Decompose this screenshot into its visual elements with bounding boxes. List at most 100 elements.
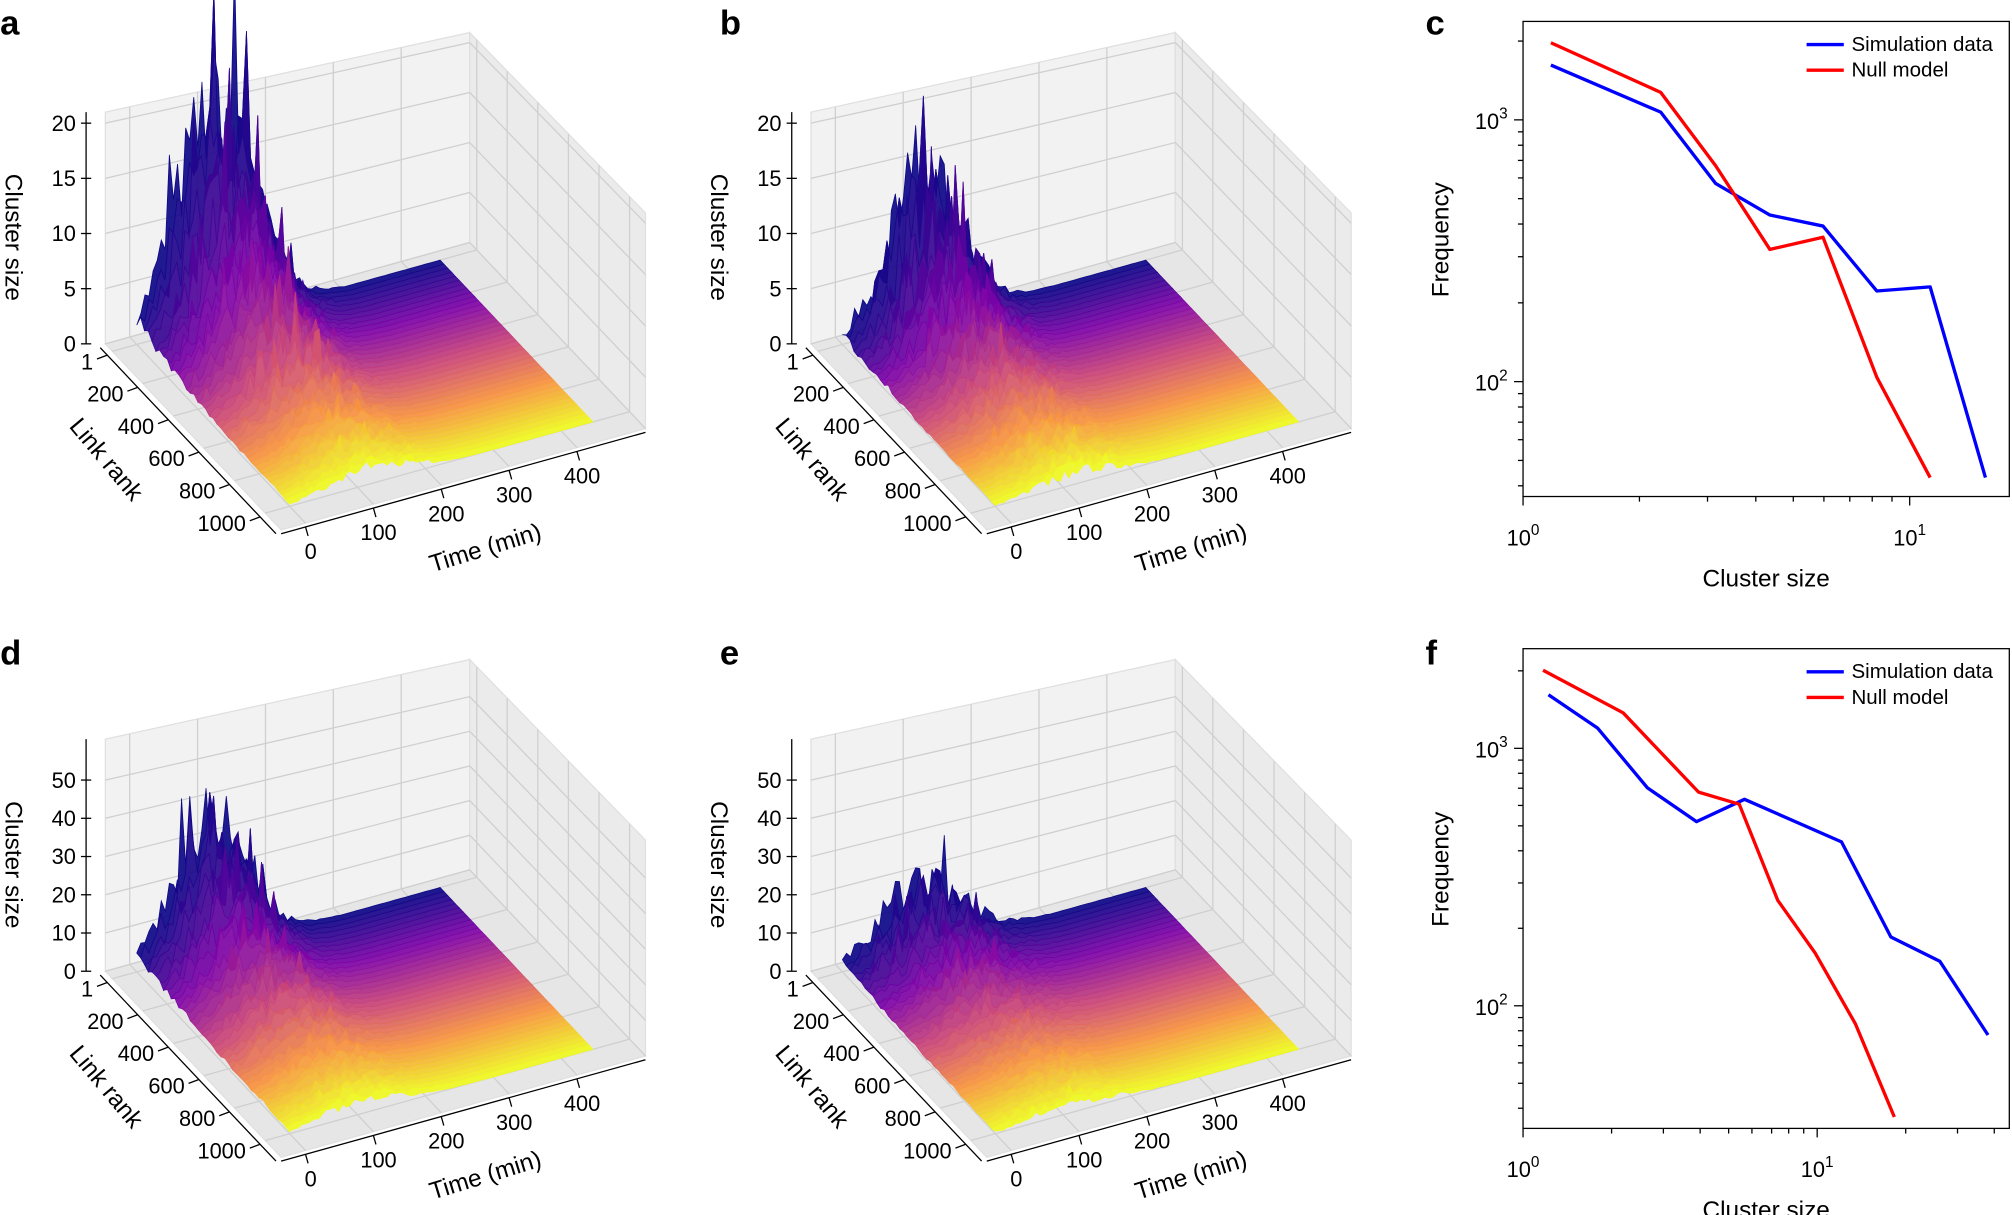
z-tick-label: 50 bbox=[757, 768, 781, 793]
surface-band bbox=[990, 1044, 1300, 1132]
time-tick-label: 300 bbox=[1202, 482, 1238, 507]
y-tick-label: 103 bbox=[1475, 734, 1508, 762]
gridline bbox=[810, 91, 1352, 276]
z-tick-label: 5 bbox=[64, 276, 76, 301]
time-axis-line bbox=[280, 1059, 646, 1162]
surface-band bbox=[285, 1044, 594, 1133]
panel-label-e: e bbox=[720, 635, 739, 673]
z-tick-label: 40 bbox=[52, 806, 76, 831]
z-tick-label: 30 bbox=[757, 844, 781, 869]
rank-tick-label: 1000 bbox=[903, 511, 952, 536]
rank-tick bbox=[157, 1046, 169, 1052]
rank-tick-label: 200 bbox=[87, 381, 123, 406]
rank-tick-label: 600 bbox=[854, 446, 890, 471]
panel-label-a: a bbox=[0, 5, 20, 43]
z-axis-title: Cluster size bbox=[705, 174, 732, 301]
rank-tick bbox=[955, 516, 966, 522]
gridline bbox=[810, 41, 1352, 224]
rank-axis-line bbox=[99, 347, 277, 535]
z-tick-label: 10 bbox=[52, 221, 76, 246]
time-tick-label: 400 bbox=[564, 464, 600, 489]
time-tick bbox=[576, 1078, 581, 1088]
tick-exponent: 3 bbox=[1499, 734, 1508, 751]
rank-tick-label: 600 bbox=[854, 1074, 890, 1099]
rank-tick bbox=[832, 386, 844, 392]
time-tick bbox=[508, 1097, 513, 1107]
x-axis-title: Cluster size bbox=[1703, 1197, 1830, 1215]
rank-tick bbox=[802, 354, 814, 360]
time-tick-label: 200 bbox=[1134, 501, 1170, 526]
rank-axis-line bbox=[805, 347, 983, 535]
rank-tick-label: 800 bbox=[179, 479, 215, 504]
time-tick-label: 200 bbox=[428, 1129, 464, 1154]
rank-tick bbox=[188, 1078, 200, 1084]
time-tick-label: 400 bbox=[1270, 1091, 1306, 1116]
rank-tick bbox=[157, 419, 169, 425]
rank-tick bbox=[832, 1014, 844, 1020]
time-tick-label: 0 bbox=[1010, 1166, 1022, 1191]
rank-tick-label: 400 bbox=[118, 1041, 154, 1066]
gridline bbox=[105, 730, 646, 915]
tick-exponent: 1 bbox=[1825, 1154, 1834, 1171]
rank-axis-line bbox=[99, 974, 277, 1162]
time-axis-title: Time (min) bbox=[1132, 1146, 1250, 1206]
tick-exponent: 2 bbox=[1499, 367, 1508, 384]
time-tick bbox=[1078, 1135, 1083, 1145]
rank-tick-label: 400 bbox=[823, 1041, 859, 1066]
time-tick-label: 200 bbox=[1134, 1129, 1170, 1154]
y-axis-title: Frequency bbox=[1428, 811, 1455, 927]
tick-base: 10 bbox=[1507, 525, 1531, 550]
z-tick-label: 10 bbox=[52, 921, 76, 946]
gridline bbox=[810, 730, 1352, 915]
rank-tick-label: 800 bbox=[179, 1106, 215, 1131]
time-tick bbox=[1010, 1154, 1015, 1164]
gridline bbox=[105, 41, 646, 224]
time-tick-label: 100 bbox=[360, 520, 396, 545]
tick-exponent: 0 bbox=[1531, 522, 1540, 539]
rank-tick-label: 600 bbox=[148, 446, 184, 471]
time-tick bbox=[1078, 507, 1083, 518]
time-tick bbox=[440, 489, 445, 499]
x-tick-label: 100 bbox=[1507, 522, 1540, 550]
rank-tick-label: 200 bbox=[793, 381, 829, 406]
z-tick-label: 15 bbox=[757, 166, 781, 191]
tick-base: 10 bbox=[1475, 109, 1499, 134]
rank-tick bbox=[96, 354, 108, 360]
rank-tick bbox=[249, 1143, 261, 1149]
z-tick-label: 0 bbox=[769, 959, 781, 984]
time-tick-label: 400 bbox=[1270, 464, 1306, 489]
gridline bbox=[810, 695, 1352, 879]
time-tick bbox=[1010, 526, 1015, 537]
time-axis-title: Time (min) bbox=[426, 519, 544, 579]
z-tick-label: 20 bbox=[757, 111, 781, 136]
z-tick-label: 20 bbox=[52, 882, 76, 907]
time-tick-label: 100 bbox=[1066, 520, 1102, 545]
series-line-simulation bbox=[1550, 63, 1988, 478]
y-tick-label: 103 bbox=[1475, 106, 1508, 134]
rank-tick-label: 800 bbox=[885, 1106, 921, 1131]
x-tick-label: 101 bbox=[1893, 522, 1926, 550]
z-tick-label: 20 bbox=[757, 882, 781, 907]
rank-tick bbox=[863, 1046, 875, 1052]
rank-tick-label: 1 bbox=[787, 349, 799, 374]
z-axis-title: Cluster size bbox=[0, 801, 26, 928]
time-tick-label: 0 bbox=[1010, 539, 1022, 564]
y-tick-label: 102 bbox=[1475, 367, 1508, 395]
z-tick-label: 10 bbox=[757, 221, 781, 246]
panel-label-d: d bbox=[0, 635, 21, 673]
z-tick-label: 20 bbox=[52, 111, 76, 136]
legend-label: Null model bbox=[1851, 59, 1948, 82]
rank-tick bbox=[894, 1078, 905, 1084]
z-axis-title: Cluster size bbox=[0, 174, 26, 301]
x-tick-label: 101 bbox=[1801, 1154, 1834, 1182]
rank-tick-label: 1000 bbox=[197, 511, 246, 536]
time-tick-label: 0 bbox=[305, 1166, 317, 1191]
tick-exponent: 3 bbox=[1499, 106, 1508, 123]
gridline bbox=[810, 765, 1352, 950]
time-tick bbox=[1214, 1097, 1218, 1107]
z-tick-label: 0 bbox=[64, 332, 76, 357]
rank-tick bbox=[924, 1111, 936, 1117]
series-line-simulation bbox=[1547, 693, 1990, 1036]
